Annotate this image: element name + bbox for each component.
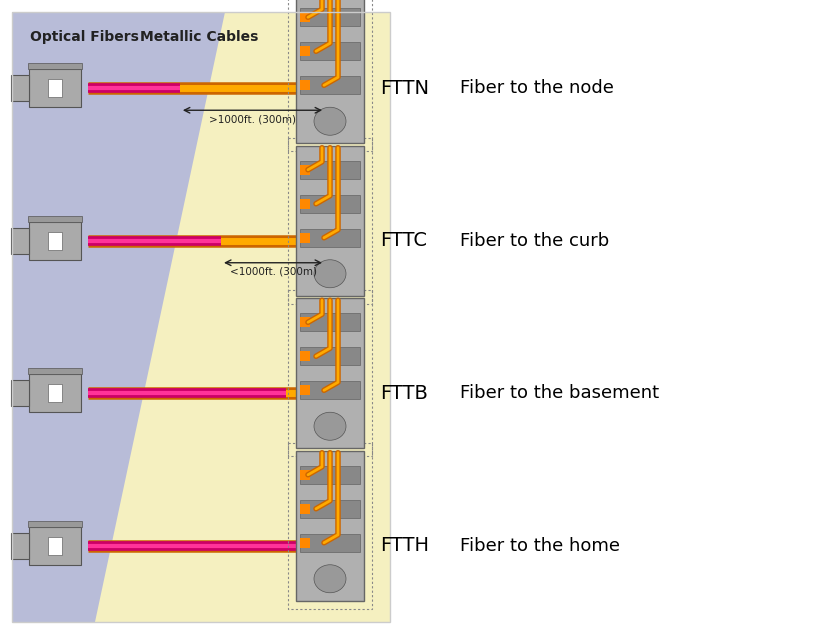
Polygon shape xyxy=(28,368,82,374)
Bar xyxy=(287,290,372,456)
Text: FTTB: FTTB xyxy=(379,384,428,403)
Bar xyxy=(300,385,310,395)
Text: Fiber to the basement: Fiber to the basement xyxy=(459,384,658,402)
Bar xyxy=(300,229,360,247)
Ellipse shape xyxy=(314,412,346,440)
Bar xyxy=(29,69,81,107)
Bar xyxy=(29,527,81,565)
Text: <1000ft. (300m): <1000ft. (300m) xyxy=(229,267,316,277)
Bar xyxy=(300,46,310,56)
Bar xyxy=(300,8,360,26)
Bar xyxy=(300,195,360,213)
Polygon shape xyxy=(12,12,390,622)
Bar xyxy=(300,76,360,94)
Bar xyxy=(300,351,310,361)
Ellipse shape xyxy=(314,107,346,135)
Bar xyxy=(300,313,360,331)
Bar xyxy=(287,0,372,152)
Text: Fiber to the node: Fiber to the node xyxy=(459,79,613,97)
Bar xyxy=(300,81,310,90)
Polygon shape xyxy=(95,12,390,622)
Text: Fiber to the home: Fiber to the home xyxy=(459,537,619,555)
Bar xyxy=(300,165,310,175)
Text: FTTH: FTTH xyxy=(379,536,428,555)
Bar xyxy=(300,500,360,518)
Bar xyxy=(300,347,360,365)
Polygon shape xyxy=(28,63,82,69)
Bar xyxy=(300,504,310,514)
Bar xyxy=(300,538,310,548)
Bar xyxy=(29,374,81,412)
Bar xyxy=(296,146,364,295)
Text: Fiber to the curb: Fiber to the curb xyxy=(459,232,609,250)
Bar xyxy=(48,537,62,555)
Bar xyxy=(300,161,360,179)
Bar xyxy=(296,451,364,601)
Bar xyxy=(48,232,62,250)
Bar xyxy=(300,466,360,484)
Bar xyxy=(300,198,310,209)
Ellipse shape xyxy=(314,565,346,593)
Bar xyxy=(11,75,29,101)
Bar xyxy=(300,317,310,327)
Bar xyxy=(287,443,372,609)
Text: FTTN: FTTN xyxy=(379,79,428,98)
Text: Optical Fibers: Optical Fibers xyxy=(30,30,138,44)
Bar xyxy=(300,534,360,552)
Bar xyxy=(300,470,310,480)
Bar xyxy=(11,228,29,254)
Bar xyxy=(296,0,364,143)
Bar xyxy=(287,138,372,304)
Bar xyxy=(48,384,62,402)
Text: >1000ft. (300m): >1000ft. (300m) xyxy=(209,114,296,124)
Bar xyxy=(300,42,360,60)
Polygon shape xyxy=(28,216,82,222)
Bar xyxy=(300,12,310,22)
Bar xyxy=(11,533,29,559)
Bar xyxy=(29,222,81,260)
Text: FTTC: FTTC xyxy=(379,231,427,250)
Bar xyxy=(300,233,310,243)
Bar xyxy=(296,298,364,448)
Ellipse shape xyxy=(314,260,346,288)
Polygon shape xyxy=(28,521,82,527)
Bar xyxy=(300,381,360,399)
Text: Metallic Cables: Metallic Cables xyxy=(140,30,258,44)
Bar xyxy=(11,380,29,406)
Bar xyxy=(48,79,62,97)
